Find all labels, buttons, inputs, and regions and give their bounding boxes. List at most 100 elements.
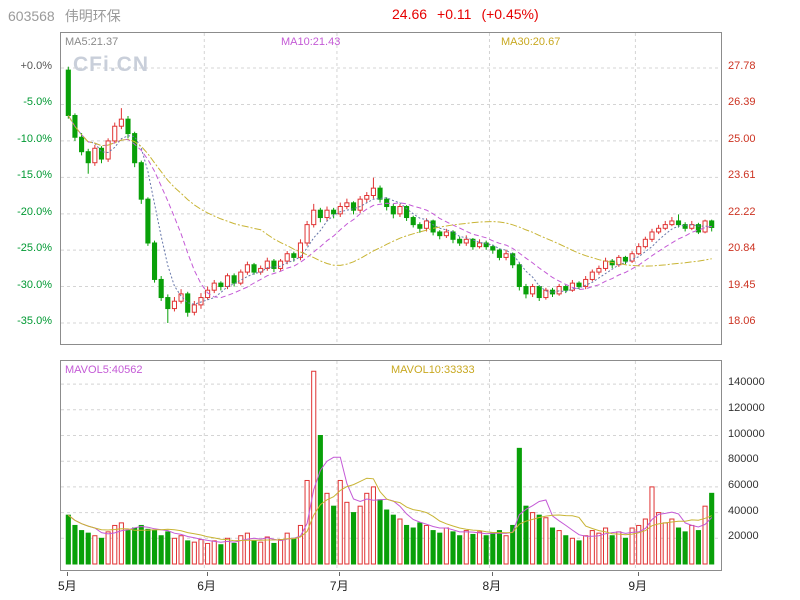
ma5-label: MA5:21.37 [65, 36, 119, 48]
volume-bar [165, 531, 171, 565]
candle [198, 293, 204, 309]
volume-bar [423, 524, 430, 565]
candle [417, 222, 423, 233]
volume-bar [576, 540, 582, 565]
candle [463, 235, 469, 246]
candle [510, 252, 516, 269]
candle [656, 224, 662, 235]
percent-axis-label: -10.0% [17, 132, 52, 145]
volume-bar [92, 535, 98, 565]
month-tick [637, 572, 639, 576]
percent-axis-label: -25.0% [17, 242, 52, 255]
volume-bar [244, 532, 250, 565]
price-axis-label: 27.78 [728, 60, 756, 72]
volume-bar [271, 542, 277, 565]
percent-axis-label: -15.0% [17, 169, 52, 182]
candle [145, 197, 151, 246]
volume-bar [556, 530, 562, 565]
volume-bar [224, 537, 231, 565]
month-label: 5月 [57, 579, 77, 593]
mavol10-label: MAVOL10:33333 [391, 364, 475, 376]
candle [350, 201, 357, 215]
volume-bar [370, 486, 376, 565]
volume-bar [629, 527, 635, 565]
volume-bar [344, 501, 350, 565]
candle [364, 192, 370, 203]
candle [470, 238, 476, 250]
candle [357, 196, 363, 214]
candle [370, 177, 376, 199]
candle [437, 230, 443, 240]
ma5-line [67, 115, 712, 305]
candle [218, 281, 224, 291]
volume-bar [112, 524, 118, 565]
candle [138, 160, 144, 204]
candle [503, 249, 509, 261]
volume-bar [463, 530, 469, 565]
volume-bar [384, 509, 390, 565]
candlestick-chart [61, 33, 721, 344]
volume-axis-label: 120000 [728, 401, 765, 414]
month-tick [491, 572, 493, 576]
volume-bar [589, 530, 595, 565]
month-tick [339, 572, 341, 576]
volume-bar [569, 537, 575, 565]
candle [569, 279, 575, 292]
volume-bar [191, 541, 197, 565]
candle [390, 203, 396, 219]
volume-right-axis: 140000 120000 100000 80000 60000 40000 20000 [725, 0, 799, 600]
candle [430, 219, 436, 236]
candle [404, 205, 410, 221]
candle [238, 269, 244, 286]
candle [410, 215, 416, 228]
volume-bar [297, 524, 304, 565]
volume-bar [98, 537, 105, 565]
candle [125, 116, 131, 139]
volume-bar [603, 527, 609, 565]
candle [112, 122, 118, 144]
month-label: 6月 [197, 579, 216, 593]
candle [523, 283, 529, 299]
volume-bar [470, 533, 476, 565]
volume-bar [264, 536, 270, 565]
volume-bar [258, 541, 264, 565]
volume-bar [430, 530, 436, 565]
volume-axis-label: 140000 [728, 376, 765, 389]
candle [689, 220, 695, 231]
candle [331, 207, 337, 219]
candle [476, 239, 483, 249]
volume-bar [642, 518, 648, 565]
stock-name: 伟明环保 [64, 8, 121, 24]
candle [543, 287, 549, 300]
volume-bar [609, 535, 615, 565]
volume-bar [390, 514, 396, 565]
candle [669, 217, 675, 227]
candle [317, 207, 323, 223]
volume-bar [145, 528, 151, 565]
candle [443, 228, 449, 238]
candle [682, 222, 688, 232]
percent-axis-label: -20.0% [17, 205, 52, 218]
price-right-axis: 27.78 26.39 25.00 23.61 22.22 20.84 19.45 18.06 [725, 0, 799, 600]
candle [85, 148, 91, 174]
volume-bar [483, 535, 489, 565]
volume-bar [450, 531, 456, 565]
volume-bar [695, 530, 701, 565]
candle [556, 283, 562, 296]
volume-bar [171, 537, 177, 565]
volume-bar [410, 527, 416, 565]
volume-bar [238, 535, 244, 565]
volume-bar [457, 535, 463, 565]
volume-bar [709, 492, 715, 565]
volume-axis-label: 20000 [728, 530, 759, 543]
candle [642, 236, 648, 249]
volume-bar [337, 479, 343, 565]
volume-bar [549, 527, 556, 565]
candle [490, 244, 496, 254]
price-axis-label: 19.45 [728, 278, 756, 291]
volume-bar [536, 514, 542, 565]
volume-bar [317, 435, 323, 565]
candle [377, 185, 383, 203]
candle [662, 220, 668, 231]
